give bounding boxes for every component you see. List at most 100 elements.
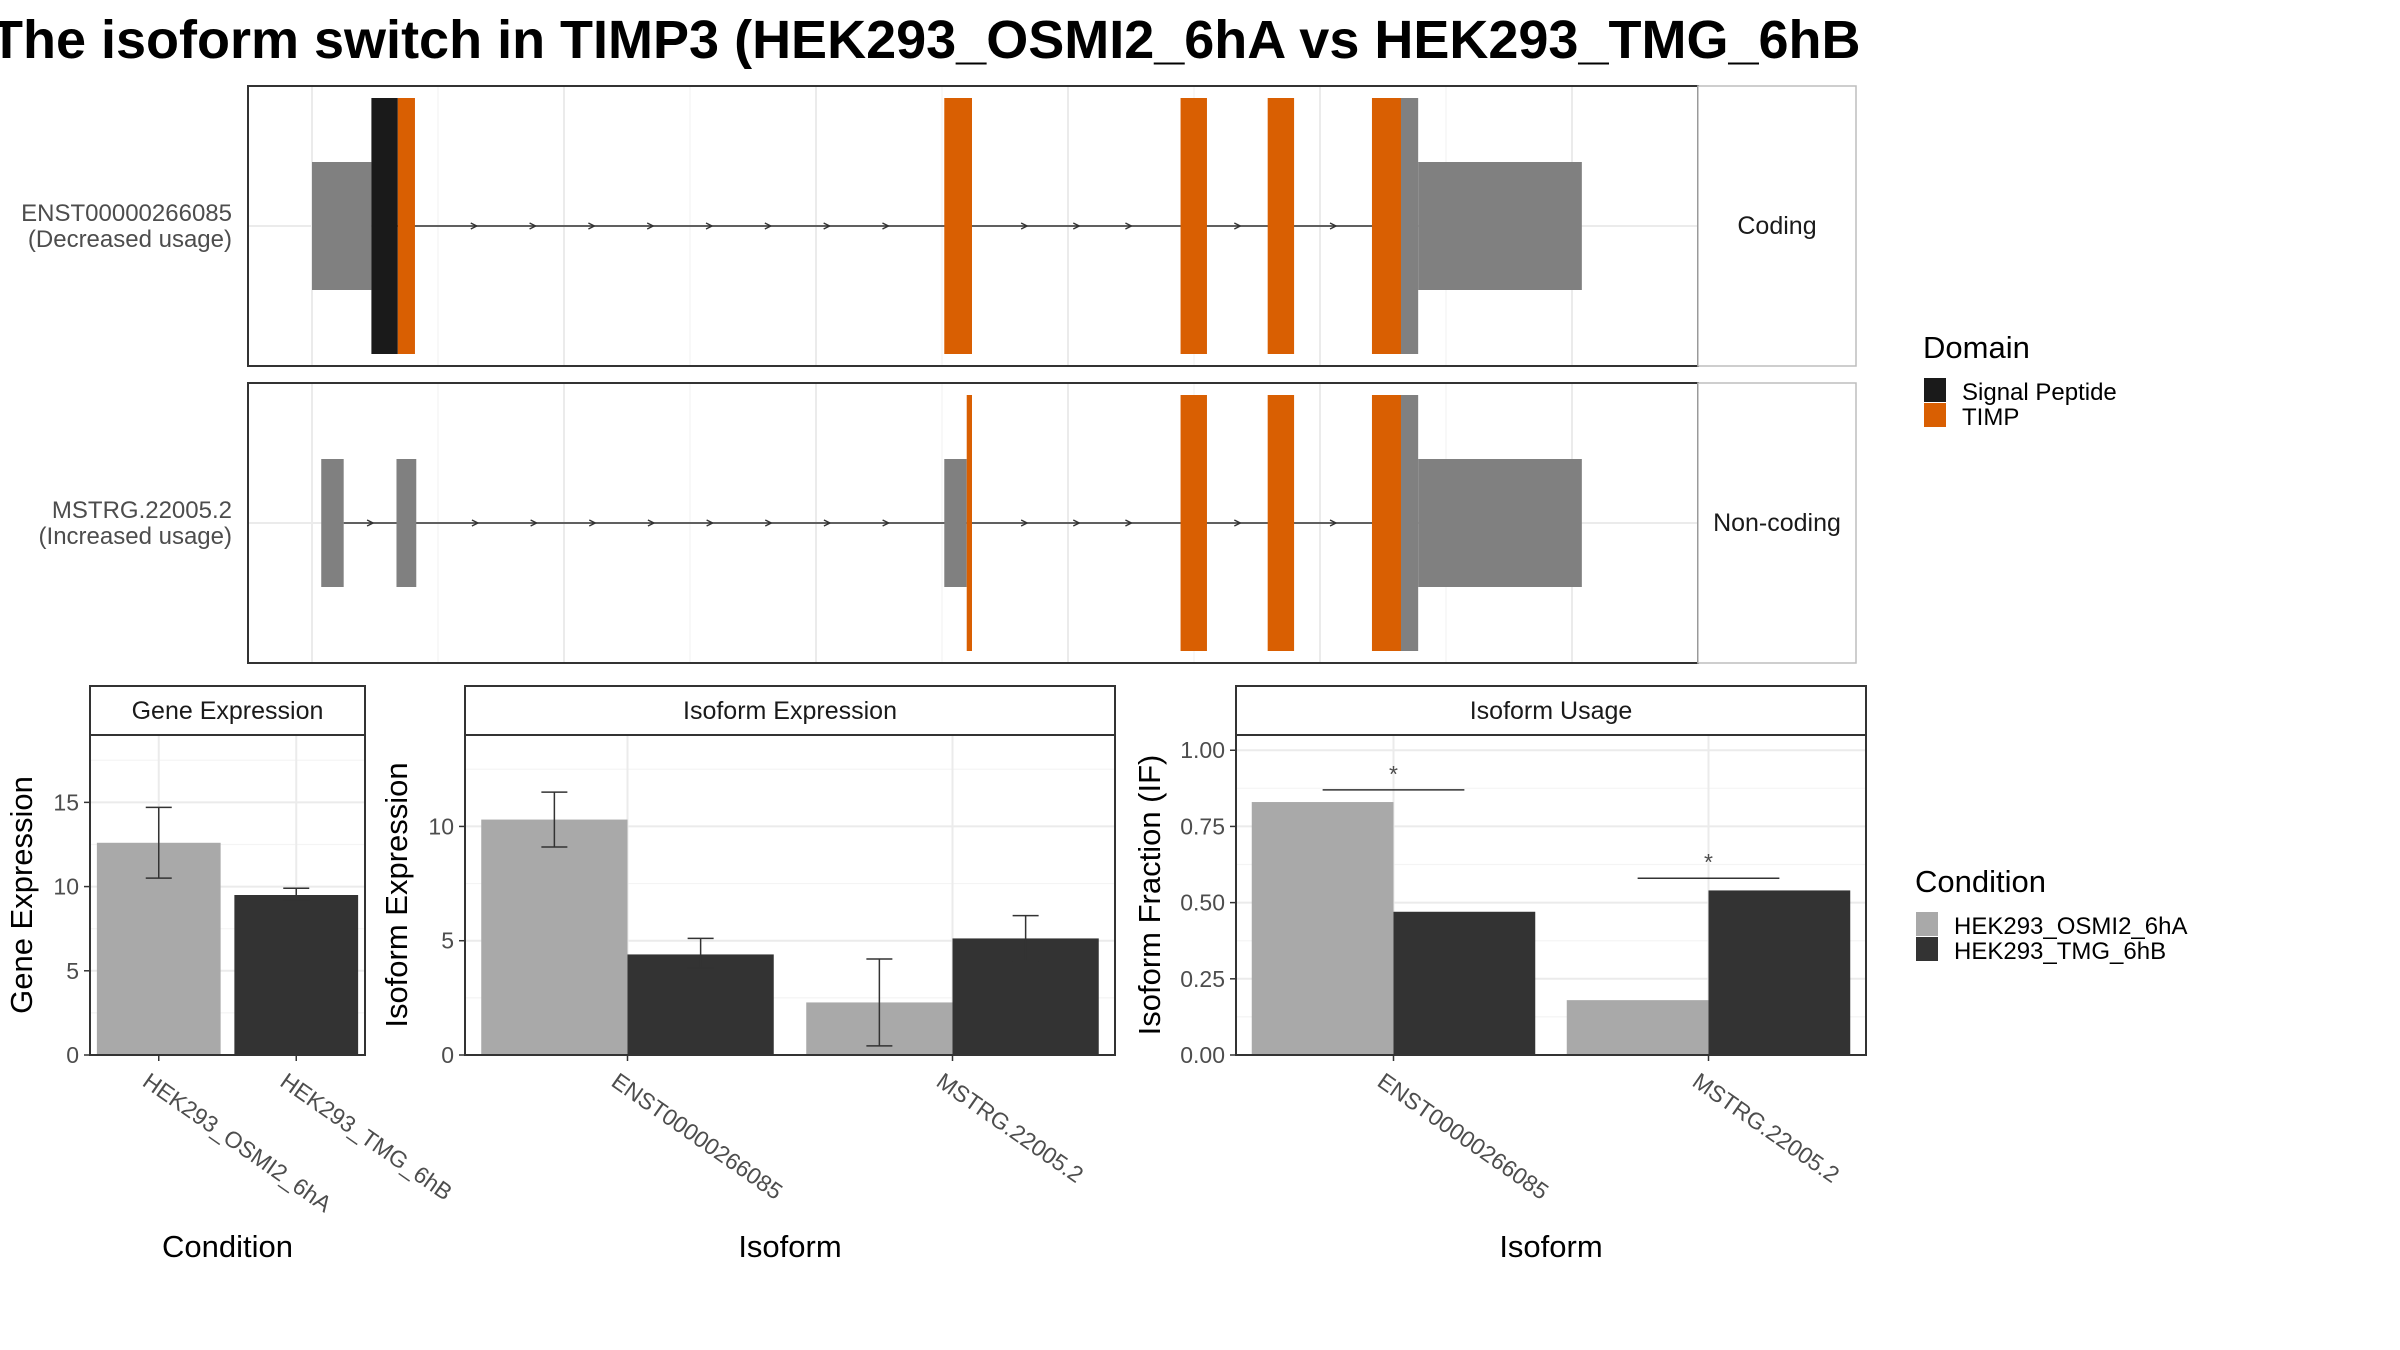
y-tick-label: 0.75 bbox=[1180, 813, 1225, 839]
strand-arrow bbox=[647, 519, 656, 527]
transcript-label: MSTRG.22005.2 bbox=[52, 497, 232, 524]
exon-timp bbox=[944, 98, 972, 354]
strip-label: Isoform Expression bbox=[683, 697, 897, 725]
exon-timp bbox=[1180, 395, 1207, 651]
exon-timp bbox=[966, 395, 972, 651]
strand-arrow bbox=[588, 222, 596, 230]
bar-panel-1: Isoform Expression 0 5 10 ENST00000266085 MST… bbox=[379, 685, 1116, 1264]
transcript-usage-label: (Decreased usage) bbox=[28, 226, 232, 253]
y-tick-label: 10 bbox=[53, 874, 79, 900]
exon-timp bbox=[397, 98, 415, 354]
strand-arrow bbox=[1020, 519, 1029, 527]
bar bbox=[1393, 911, 1536, 1055]
strand-arrow bbox=[705, 222, 714, 230]
plot-title: The isoform switch in TIMP3 (HEK293_OSMI… bbox=[0, 10, 1861, 70]
bar bbox=[234, 895, 359, 1055]
legend-label-condition-b: HEK293_TMG_6hB bbox=[1954, 938, 2166, 965]
y-tick-label: 1.00 bbox=[1180, 737, 1225, 763]
legend-label-condition-a: HEK293_OSMI2_6hA bbox=[1954, 913, 2187, 940]
strand-arrow bbox=[1125, 519, 1133, 527]
strand-arrow bbox=[764, 519, 773, 527]
y-tick-label: 0 bbox=[66, 1042, 79, 1068]
strand-arrow bbox=[588, 519, 597, 527]
exon-signal-peptide bbox=[371, 98, 398, 354]
exon-timp bbox=[1267, 395, 1295, 651]
strand-arrow bbox=[1020, 222, 1029, 230]
y-axis-title: Isoform Fraction (IF) bbox=[1132, 755, 1167, 1036]
bar bbox=[1566, 1000, 1709, 1055]
strand-arrow bbox=[470, 222, 479, 230]
x-tick-label: ENST00000266085 bbox=[1373, 1068, 1553, 1205]
strand-arrow bbox=[1072, 222, 1081, 230]
strip-label: Gene Expression bbox=[132, 697, 324, 725]
y-tick-label: 15 bbox=[53, 789, 79, 815]
y-tick-label: 0.25 bbox=[1180, 966, 1225, 992]
exon-utr bbox=[1418, 162, 1582, 290]
legend-label-signal-peptide: Signal Peptide bbox=[1962, 379, 2117, 406]
y-tick-label: 0 bbox=[441, 1042, 454, 1068]
transcript-label: ENST00000266085 bbox=[21, 200, 232, 227]
transcript-usage-label: (Increased usage) bbox=[39, 523, 232, 550]
strand-arrow bbox=[1234, 519, 1242, 527]
x-tick-label: MSTRG.22005.2 bbox=[932, 1068, 1088, 1188]
legend-key-condition-a bbox=[1916, 912, 1938, 936]
exon-utr bbox=[396, 459, 417, 587]
strand-arrow bbox=[1234, 222, 1242, 230]
x-axis-title: Isoform bbox=[738, 1229, 841, 1264]
legend-key-condition-b bbox=[1916, 937, 1938, 961]
x-tick-label: ENST00000266085 bbox=[607, 1068, 787, 1205]
strand-arrow bbox=[823, 222, 832, 230]
strand-arrow bbox=[706, 519, 715, 527]
strip-box bbox=[1697, 382, 1857, 664]
strip-box bbox=[1697, 85, 1857, 367]
exon-cds-grey bbox=[1401, 395, 1419, 651]
y-tick-label: 0.00 bbox=[1180, 1042, 1225, 1068]
y-tick-label: 0.50 bbox=[1180, 890, 1225, 916]
strip-label: Isoform Usage bbox=[1470, 697, 1633, 725]
exon-timp bbox=[1267, 98, 1295, 354]
strand-arrow bbox=[646, 222, 655, 230]
bar-panel-2: Isoform Usage 0.00 0.25 0.50 0.75 1.00 * * ENST0… bbox=[1132, 685, 1867, 1264]
y-tick-label: 5 bbox=[66, 958, 79, 984]
strand-arrow bbox=[471, 519, 480, 527]
panel-border bbox=[464, 734, 1116, 1056]
legend-key-timp bbox=[1924, 403, 1946, 427]
gene-structure-panel: Coding ENST00000266085(Decreased usage) No… bbox=[21, 85, 1857, 664]
strand-arrow bbox=[1125, 222, 1133, 230]
y-tick-label: 10 bbox=[428, 813, 454, 839]
bar bbox=[1708, 890, 1851, 1055]
panel-border bbox=[89, 734, 366, 1056]
y-tick-label: 5 bbox=[441, 928, 454, 954]
strand-arrow bbox=[366, 519, 375, 527]
exon-cds-grey bbox=[1401, 98, 1419, 354]
condition-legend: Condition HEK293_OSMI2_6hA HEK293_TMG_6h… bbox=[1915, 864, 2187, 965]
strand-arrow bbox=[764, 222, 773, 230]
transcript-panel-1: Non-coding MSTRG.22005.2(Increased usage) bbox=[39, 382, 1857, 664]
legend-key-signal-peptide bbox=[1924, 378, 1946, 402]
strand-arrow bbox=[529, 222, 538, 230]
exon-utr bbox=[312, 162, 372, 290]
x-axis-title: Isoform bbox=[1499, 1229, 1602, 1264]
legend-label-timp: TIMP bbox=[1962, 404, 2019, 431]
bar bbox=[627, 954, 774, 1055]
strip-label-1: Non-coding bbox=[1713, 509, 1841, 537]
y-axis-title: Isoform Expression bbox=[379, 762, 414, 1027]
significance-marker: * bbox=[1704, 849, 1713, 875]
strand-arrow bbox=[823, 519, 832, 527]
x-axis-title: Condition bbox=[162, 1229, 293, 1264]
bar bbox=[481, 819, 628, 1055]
strand-arrow bbox=[1329, 222, 1338, 230]
strand-arrow bbox=[882, 519, 891, 527]
transcript-panel-0: Coding ENST00000266085(Decreased usage) bbox=[21, 85, 1857, 367]
exon-utr bbox=[1418, 459, 1582, 587]
x-tick-label: MSTRG.22005.2 bbox=[1688, 1068, 1844, 1188]
bar-charts: Gene Expression051015HEK293_OSMI2_6hAHEK… bbox=[4, 685, 1867, 1264]
bar bbox=[1251, 802, 1394, 1055]
domain-legend: Domain Signal Peptide TIMP bbox=[1923, 330, 2117, 431]
significance-marker: * bbox=[1389, 761, 1398, 787]
condition-legend-title: Condition bbox=[1915, 864, 2046, 899]
strip-box bbox=[464, 685, 1116, 736]
y-axis-title: Gene Expression bbox=[4, 776, 39, 1014]
strip-label-0: Coding bbox=[1737, 212, 1816, 240]
